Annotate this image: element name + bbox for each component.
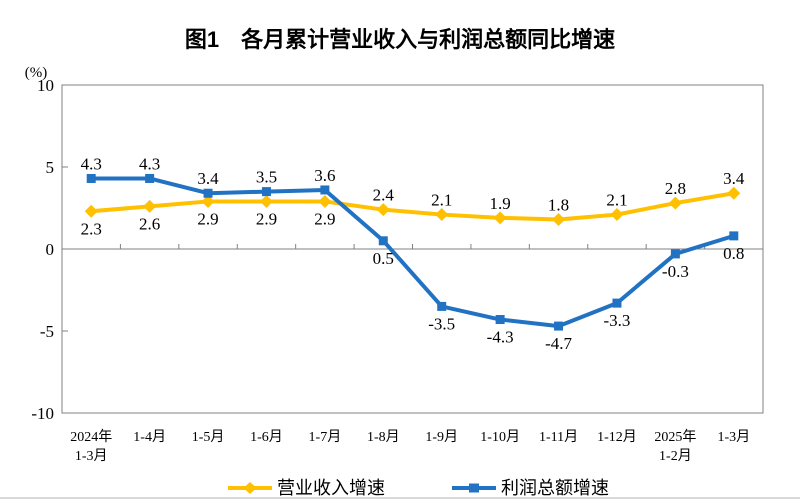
data-point-label: 1.9 xyxy=(490,194,511,213)
page-bottom-divider xyxy=(0,497,800,499)
data-point-marker xyxy=(261,187,271,197)
x-axis-label: 1-9月 xyxy=(425,429,458,445)
chart-legend: 营业收入增速 利润总额增速 xyxy=(0,475,800,501)
y-axis-tick-label: 10 xyxy=(37,76,54,95)
y-axis-tick-label: -5 xyxy=(40,322,54,341)
data-point-marker xyxy=(437,301,447,311)
data-point-marker xyxy=(86,173,96,183)
data-point-label: 2.9 xyxy=(314,209,335,228)
data-point-label: 2.1 xyxy=(606,191,627,210)
y-axis-tick-label: 5 xyxy=(46,158,55,177)
data-point-marker xyxy=(727,186,741,200)
data-point-marker xyxy=(259,194,273,208)
chart-title: 图1 各月累计营业收入与利润总额同比增速 xyxy=(184,27,616,52)
data-point-label: 2.9 xyxy=(197,209,218,228)
data-point-marker xyxy=(203,188,213,198)
data-point-label: 3.4 xyxy=(197,169,219,188)
x-axis-label: 1-5月 xyxy=(192,429,225,445)
data-point-marker xyxy=(84,204,98,218)
data-point-label: -4.3 xyxy=(487,328,514,347)
data-point-label: 2.1 xyxy=(431,191,452,210)
x-axis-label: 1-11月 xyxy=(539,429,578,445)
data-point-label: -4.7 xyxy=(545,334,572,353)
data-point-marker xyxy=(729,231,739,241)
legend-label-revenue: 营业收入增速 xyxy=(277,478,385,498)
y-axis-unit-label: (%) xyxy=(25,65,48,81)
data-point-label: 2.8 xyxy=(665,179,686,198)
x-axis-label: 1-12月 xyxy=(597,429,637,445)
data-point-marker xyxy=(554,321,564,331)
data-point-label: 2.3 xyxy=(81,219,102,238)
x-axis-label: 1-7月 xyxy=(309,429,342,445)
data-point-marker xyxy=(143,199,157,213)
data-point-marker xyxy=(145,173,155,183)
data-point-marker xyxy=(670,249,680,259)
y-axis-tick-label: -10 xyxy=(31,404,54,423)
data-point-label: 3.6 xyxy=(314,166,335,185)
data-point-marker xyxy=(318,194,332,208)
series-line-1 xyxy=(91,176,735,329)
data-point-label: -3.5 xyxy=(428,314,455,333)
data-point-marker xyxy=(320,185,330,195)
x-axis-label: 1-2月 xyxy=(659,448,692,464)
data-point-label: 2.6 xyxy=(139,214,160,233)
data-point-label: 2.9 xyxy=(256,209,277,228)
data-point-label: 0.5 xyxy=(373,249,394,268)
data-point-label: 4.3 xyxy=(139,154,160,173)
data-point-marker xyxy=(495,315,505,325)
x-axis-label: 1-10月 xyxy=(480,429,520,445)
x-axis-label: 1-3月 xyxy=(717,429,750,445)
data-point-marker xyxy=(610,208,624,222)
data-point-marker xyxy=(435,208,449,222)
legend-item-profit: 利润总额增速 xyxy=(451,478,609,498)
data-point-marker xyxy=(668,196,682,210)
x-axis-label: 1-6月 xyxy=(250,429,283,445)
data-point-marker xyxy=(493,211,507,225)
data-point-marker xyxy=(376,203,390,217)
x-axis-label: 2024年 xyxy=(70,429,112,445)
x-axis-label: 1-4月 xyxy=(133,429,166,445)
data-point-label: -0.3 xyxy=(662,262,689,281)
legend-label-profit: 利润总额增速 xyxy=(501,478,609,498)
data-point-marker xyxy=(378,236,388,246)
y-axis-tick-label: 0 xyxy=(46,240,55,259)
x-axis-label: 2025年 xyxy=(654,429,696,445)
data-point-label: 2.4 xyxy=(373,186,395,205)
data-point-label: 3.4 xyxy=(723,169,745,188)
data-point-label: 0.8 xyxy=(723,244,744,263)
series-line-0 xyxy=(91,191,735,222)
data-point-label: 3.5 xyxy=(256,168,277,187)
x-axis-label: 1-3月 xyxy=(75,448,108,464)
data-point-marker xyxy=(612,298,622,308)
x-axis-label: 1-8月 xyxy=(367,429,400,445)
data-point-marker xyxy=(201,194,215,208)
data-point-label: 4.3 xyxy=(81,154,102,173)
data-point-label: 1.8 xyxy=(548,195,569,214)
data-point-label: -3.3 xyxy=(603,311,630,330)
line-chart: 10 5 0 -5 -10 (%) 2024年 1-3月 1-4月 1-5月 1-6月 1-7月 1-8… xyxy=(25,65,764,464)
legend-item-revenue: 营业收入增速 xyxy=(227,478,385,498)
revenue-line-marker-icon xyxy=(228,482,272,494)
profit-line-marker-icon xyxy=(452,483,496,493)
data-point-marker xyxy=(552,212,566,226)
